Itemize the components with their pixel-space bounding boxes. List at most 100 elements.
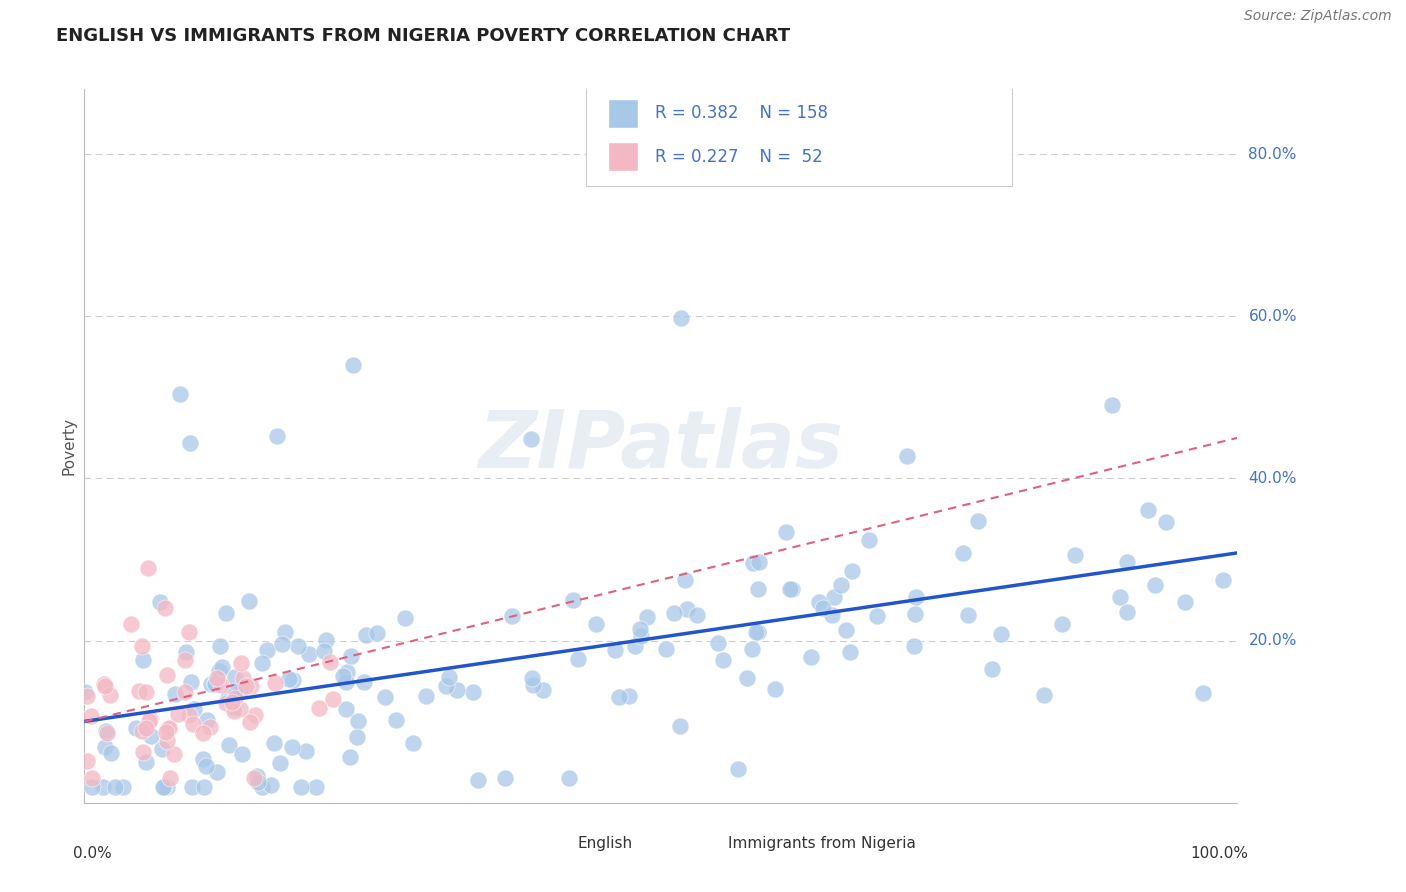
- Point: [232, 672, 254, 686]
- Point: [191, 726, 214, 740]
- Point: [256, 642, 278, 657]
- Point: [128, 683, 150, 698]
- FancyBboxPatch shape: [586, 86, 1012, 186]
- Text: 20.0%: 20.0%: [1249, 633, 1296, 648]
- Point: [269, 756, 291, 771]
- Point: [224, 684, 246, 698]
- Point: [558, 771, 581, 785]
- Point: [782, 582, 804, 597]
- Point: [280, 739, 302, 754]
- FancyBboxPatch shape: [609, 100, 638, 128]
- Point: [607, 690, 630, 704]
- Point: [956, 607, 979, 622]
- Point: [763, 682, 786, 697]
- Point: [156, 780, 179, 794]
- Point: [80, 780, 103, 794]
- Point: [162, 747, 184, 761]
- Point: [966, 514, 988, 528]
- Point: [748, 555, 770, 569]
- Point: [385, 713, 408, 727]
- Point: [1137, 502, 1160, 516]
- Point: [335, 665, 357, 679]
- Point: [157, 722, 180, 736]
- Point: [205, 671, 228, 685]
- Point: [96, 724, 118, 739]
- Point: [76, 689, 98, 703]
- Point: [1052, 617, 1074, 632]
- Point: [335, 675, 357, 690]
- Point: [80, 709, 103, 723]
- Point: [1143, 578, 1166, 592]
- Point: [811, 601, 834, 615]
- Point: [401, 736, 423, 750]
- Point: [1101, 398, 1123, 412]
- Point: [501, 609, 523, 624]
- Point: [180, 674, 202, 689]
- Point: [463, 685, 485, 699]
- Point: [298, 647, 321, 661]
- Point: [179, 436, 201, 450]
- Point: [215, 606, 238, 620]
- Point: [630, 629, 652, 643]
- Point: [322, 692, 344, 706]
- Point: [131, 639, 153, 653]
- Point: [239, 715, 262, 730]
- Point: [711, 653, 734, 667]
- Point: [335, 702, 357, 716]
- Point: [636, 610, 658, 624]
- Point: [707, 636, 730, 650]
- Point: [664, 606, 686, 620]
- Point: [654, 641, 676, 656]
- Point: [198, 720, 221, 734]
- Point: [727, 762, 749, 776]
- Point: [437, 670, 460, 684]
- Point: [80, 772, 103, 786]
- Point: [821, 607, 844, 622]
- FancyBboxPatch shape: [609, 143, 638, 171]
- Point: [617, 689, 640, 703]
- Point: [139, 729, 162, 743]
- Point: [562, 592, 585, 607]
- Point: [155, 724, 177, 739]
- Point: [1192, 686, 1215, 700]
- Point: [346, 731, 368, 745]
- Point: [904, 607, 927, 621]
- Point: [1174, 594, 1197, 608]
- Point: [195, 713, 218, 727]
- Point: [263, 676, 285, 690]
- Point: [136, 560, 159, 574]
- Text: Source: ZipAtlas.com: Source: ZipAtlas.com: [1244, 9, 1392, 23]
- Point: [96, 726, 118, 740]
- Point: [246, 774, 269, 789]
- Point: [153, 780, 176, 794]
- Point: [624, 639, 647, 653]
- Point: [169, 386, 191, 401]
- Point: [305, 780, 328, 794]
- Point: [741, 557, 763, 571]
- Point: [231, 656, 253, 670]
- Point: [231, 747, 253, 762]
- Point: [209, 678, 232, 692]
- Point: [1033, 688, 1056, 702]
- Point: [221, 694, 243, 708]
- Point: [467, 772, 489, 787]
- Point: [139, 712, 162, 726]
- Point: [274, 625, 297, 640]
- Point: [271, 637, 294, 651]
- Point: [135, 721, 157, 735]
- Point: [174, 645, 197, 659]
- Point: [183, 702, 205, 716]
- Point: [830, 577, 852, 591]
- Point: [339, 750, 361, 764]
- Point: [215, 696, 238, 710]
- Point: [446, 682, 468, 697]
- Point: [415, 690, 437, 704]
- Point: [73, 685, 96, 699]
- Point: [839, 645, 862, 659]
- Point: [281, 673, 304, 687]
- Point: [340, 649, 363, 664]
- Point: [104, 780, 127, 794]
- Point: [353, 675, 375, 690]
- Point: [93, 780, 115, 794]
- Point: [807, 594, 830, 608]
